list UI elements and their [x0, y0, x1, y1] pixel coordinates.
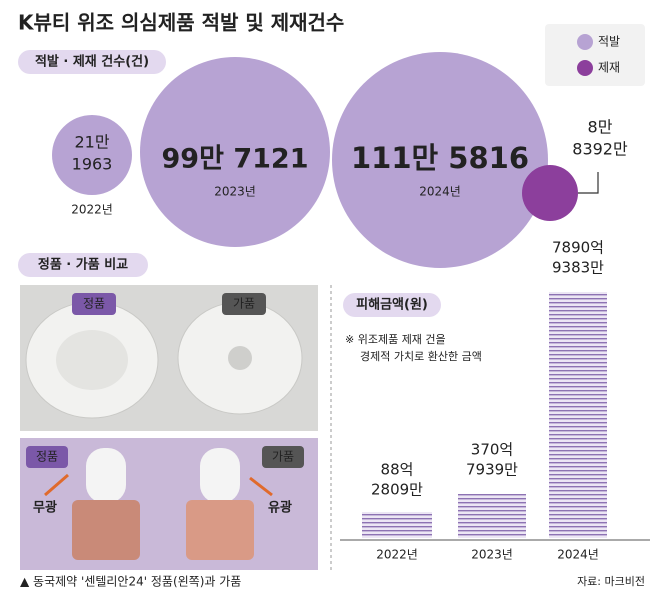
section-tag: [18, 50, 166, 74]
photo-tag-text: 가품: [233, 297, 255, 311]
section-tag-text: 정품 · 가품 비교: [38, 257, 128, 273]
amount-label: 7890억: [552, 239, 604, 257]
photo-tag-text: 가품: [272, 450, 294, 464]
year-label: 2023년: [214, 185, 256, 199]
year-label: 2024년: [557, 548, 599, 562]
cap-photo: [228, 346, 252, 370]
source: 자료: 마크비전: [577, 575, 645, 588]
photo-tag: [72, 293, 116, 315]
money-stack: [549, 292, 607, 538]
bubble-label: 111만 5816: [351, 141, 529, 175]
arrow: [249, 476, 273, 497]
bubble-label: 1963: [72, 155, 113, 174]
money-stack: [458, 494, 526, 538]
sanction-label: 8만: [588, 118, 613, 137]
legend-label: 제재: [598, 61, 620, 75]
bubble-label: 99만 7121: [162, 144, 309, 175]
section-tag-text: 적발 · 제재 건수(건): [35, 54, 149, 70]
note: ※ 위조제품 제재 건을: [345, 333, 446, 346]
photo-tag: [26, 446, 68, 468]
dropper-photo: [86, 448, 126, 503]
legend-box: [545, 24, 645, 86]
photo-tag-text: 정품: [36, 450, 58, 464]
section-tag: [18, 253, 148, 277]
amount-label: 88억: [381, 461, 414, 479]
year-label: 2024년: [419, 185, 461, 199]
dropper-photo: [200, 448, 240, 503]
note: 경제적 가치로 환산한 금액: [360, 350, 482, 363]
caption: ▲ 동국제약 '센텔리안24' 정품(왼쪽)과 가품: [20, 574, 241, 589]
legend-swatch: [577, 34, 593, 50]
amount-label: 2809만: [371, 481, 423, 499]
amount-label: 9383만: [552, 259, 604, 277]
year-label: 2022년: [376, 548, 418, 562]
bubble: [52, 115, 132, 195]
cap-photo: [56, 330, 128, 390]
finish-label: 무광: [33, 501, 57, 516]
legend-swatch: [577, 60, 593, 76]
money-stack: [362, 512, 432, 538]
section-tag: [343, 293, 441, 317]
finish-label: 유광: [268, 501, 292, 516]
bubble: [332, 52, 548, 268]
title: K뷰티 위조 의심제품 적발 및 제재건수: [18, 11, 344, 35]
photo-tag-text: 정품: [83, 297, 105, 311]
amount-label: 370억: [471, 441, 513, 459]
bubble: [522, 165, 578, 221]
sanction-label: 8392만: [572, 140, 628, 159]
legend-label: 적발: [598, 35, 620, 49]
amount-label: 7939만: [466, 461, 518, 479]
arrow: [44, 473, 69, 497]
dropper-photo: [186, 500, 254, 560]
year-label: 2023년: [471, 548, 513, 562]
leader-line: [578, 172, 599, 194]
photo-tag: [262, 446, 304, 468]
dropper-photo: [72, 500, 140, 560]
photo-tag: [222, 293, 266, 315]
bubble: [140, 57, 330, 247]
year-label: 2022년: [71, 203, 113, 217]
bubble-label: 21만: [74, 133, 109, 152]
section-tag-text: 피해금액(원): [356, 297, 428, 313]
